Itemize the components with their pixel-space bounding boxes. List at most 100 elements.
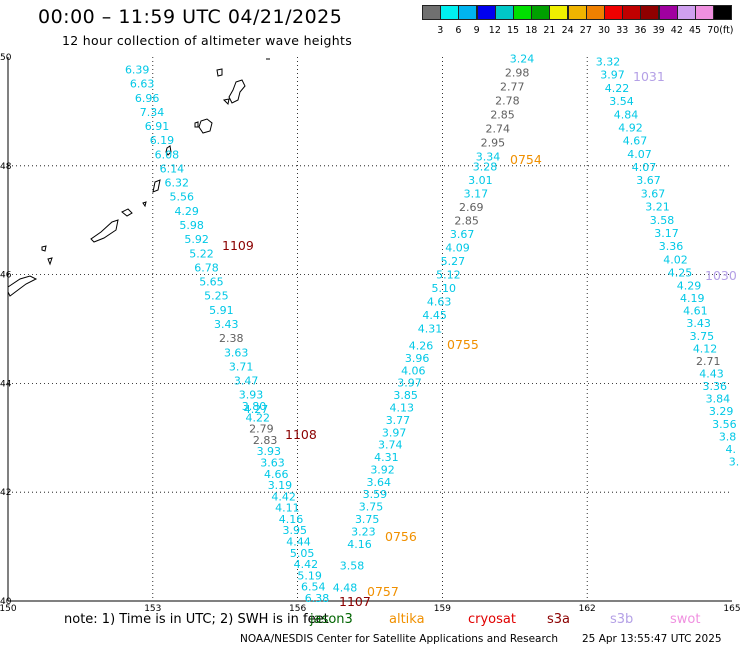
wave-height-label: 3.43 — [686, 317, 711, 330]
wave-height-label: 3.19 — [268, 479, 293, 492]
wave-height-label: 4.61 — [683, 305, 708, 318]
wave-height-label: 5.22 — [189, 247, 214, 260]
pass-time-label: 0757 — [367, 584, 399, 599]
wave-height-label: 4.42 — [271, 490, 296, 503]
legend-tick-label: 30 — [598, 25, 611, 36]
pass-time-label: 1107 — [339, 594, 371, 609]
satellite-legend-item: cryosat — [468, 612, 516, 627]
latitude-tick-label: 40 — [0, 597, 12, 607]
wave-height-label: 3.71 — [229, 360, 254, 373]
wave-height-label: 6.54 — [301, 581, 326, 594]
wave-height-label: 2.85 — [490, 109, 515, 122]
wave-height-label: 3.21 — [645, 201, 670, 214]
island-outline — [194, 121, 199, 128]
legend-tick-label: 27 — [579, 25, 592, 36]
wave-height-label: 3.96 — [405, 352, 430, 365]
wave-height-label: 6.32 — [165, 177, 190, 190]
pass-time-label: 1030 — [705, 268, 737, 283]
wave-height-label: 5.65 — [199, 276, 224, 289]
satellite-legend-item: swot — [670, 612, 701, 627]
island-outline — [7, 275, 38, 297]
wave-height-label: 4.45 — [422, 309, 447, 322]
satellite-legend-item: s3a — [547, 612, 571, 627]
wave-height-label: 6.39 — [125, 64, 150, 77]
wave-height-label: 3.32 — [596, 56, 621, 69]
pass-time-label: 1108 — [285, 427, 317, 442]
wave-height-label: 3.59 — [363, 488, 388, 501]
satellite-pass-1108: 3.804.222.792.833.933.634.663.194.424.11… — [242, 400, 330, 605]
wave-height-label: 4.22 — [605, 82, 630, 95]
wave-height-label: 6.38 — [305, 592, 330, 605]
wave-height-label: 3.74 — [378, 439, 403, 452]
wave-height-label: 4.27 — [244, 403, 269, 416]
island-outline — [121, 208, 133, 217]
page-subtitle: 12 hour collection of altimeter wave hei… — [62, 33, 353, 48]
legend-tick-label: 6 — [455, 25, 462, 36]
longitude-tick-label: 165 — [723, 604, 740, 614]
wave-height-label: 4.63 — [427, 296, 452, 309]
wave-height-label: 6.08 — [155, 148, 180, 161]
wave-height-label: 4.29 — [174, 205, 199, 218]
wave-height-label: 3.28 — [473, 161, 498, 174]
wave-height-label: 5.56 — [170, 191, 195, 204]
wave-height-label: 4.92 — [618, 121, 643, 134]
wave-height-label: 3.36 — [659, 240, 684, 253]
wave-height-label: 3.63 — [224, 346, 249, 359]
wave-height-label: 4.09 — [445, 242, 470, 255]
wave-height-label: 4.43 — [699, 368, 724, 381]
wave-height-label: 2.79 — [249, 423, 274, 436]
wave-height-label: 3.92 — [370, 463, 395, 476]
wave-height-label: 5.27 — [441, 255, 466, 268]
wave-height-label: 6.14 — [160, 162, 185, 175]
wave-height-label: 3.85 — [393, 389, 418, 402]
legend-tick-label: 9 — [473, 25, 480, 36]
wave-height-label: 4.26 — [409, 340, 434, 353]
pass-time-label: 0756 — [385, 529, 417, 544]
wave-height-label: 5.19 — [297, 569, 322, 582]
wave-height-label: 4. — [726, 443, 737, 456]
legend-tick-label: 12 — [488, 25, 501, 36]
wave-height-label: 2.78 — [495, 95, 520, 108]
wave-height-label: 3.24 — [510, 53, 535, 66]
wave-height-label: 3.97 — [397, 377, 422, 390]
coastline — [7, 58, 270, 297]
wave-height-label: 2.83 — [253, 434, 278, 447]
satellite-pass-1109: 6.396.636.967.346.916.196.086.14 6.325.56… — [125, 64, 268, 416]
wave-height-label: 3.54 — [609, 95, 634, 108]
wave-height-label: 4.31 — [374, 451, 399, 464]
longitude-tick-label: 162 — [579, 604, 596, 614]
island-outline — [198, 118, 213, 134]
wave-height-label: 7.34 — [140, 106, 165, 119]
wave-height-label: 3.36 — [702, 380, 727, 393]
wave-height-label: 3.47 — [234, 375, 259, 388]
satellite-legend-item: jason3 — [310, 612, 353, 627]
legend-tick-label: 42 — [670, 25, 683, 36]
wave-height-label: 3.75 — [355, 513, 380, 526]
island-outline — [216, 68, 223, 77]
wave-height-label: 3.17 — [654, 227, 679, 240]
legend-tick-label: 24 — [561, 25, 574, 36]
wave-height-label: 3.8 — [719, 430, 737, 443]
wave-height-label: 2.74 — [485, 123, 510, 136]
longitude-tick-label: 153 — [144, 604, 161, 614]
wave-height-label: 3. — [729, 456, 740, 469]
wave-height-label: 2.71 — [696, 355, 721, 368]
wave-height-label: 4.19 — [680, 292, 705, 305]
legend-tick-label: 36 — [634, 25, 647, 36]
latitude-tick-label: 42 — [0, 488, 11, 498]
latitude-tick-label: 46 — [0, 271, 12, 281]
satellite-pass-0754: 3.342.952.742.852.782.772.983.24 0754 — [476, 53, 542, 168]
satellite-pass-0755: 4.314.454.635.105.125.274.093.672.852.69… — [418, 161, 498, 353]
wave-height-label: 4.07 — [632, 161, 657, 174]
wave-height-label: 3.75 — [359, 501, 384, 514]
legend-tick-label: 33 — [616, 25, 629, 36]
altimeter-tracks: 6.396.636.967.346.916.196.086.14 6.325.56… — [125, 53, 739, 610]
wave-height-label: 4.25 — [668, 267, 693, 280]
wave-height-label: 3.97 — [382, 426, 407, 439]
wave-height-label: 3.67 — [641, 187, 666, 200]
wave-height-label: 4.16 — [279, 513, 304, 526]
